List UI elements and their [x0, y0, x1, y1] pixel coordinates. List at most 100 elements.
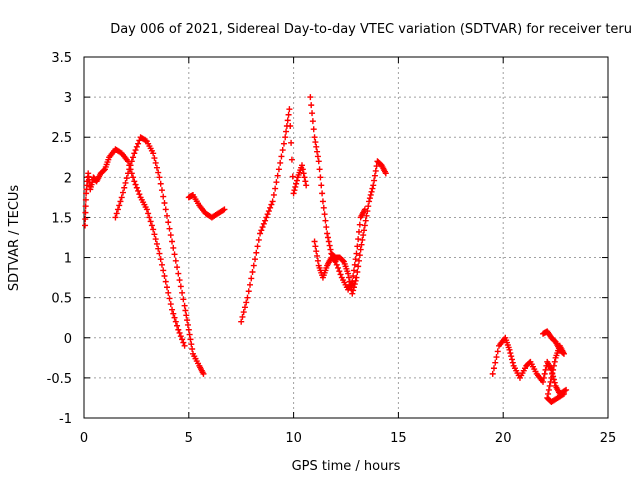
data-point	[114, 206, 121, 213]
data-point	[368, 188, 375, 195]
y-tick-label: 1	[64, 252, 72, 267]
data-point	[541, 370, 548, 377]
data-point	[382, 170, 389, 177]
data-point	[272, 185, 279, 192]
data-point	[187, 336, 194, 343]
data-point	[185, 326, 192, 333]
data-point	[174, 322, 181, 329]
data-point	[292, 183, 299, 190]
data-point	[264, 211, 271, 218]
data-point	[238, 318, 245, 325]
data-point	[290, 190, 297, 197]
data-point	[152, 159, 159, 166]
data-point	[270, 191, 277, 198]
data-point	[311, 134, 318, 141]
data-point	[332, 258, 339, 265]
data-point	[367, 191, 374, 198]
data-point	[356, 221, 363, 228]
data-point	[125, 170, 132, 177]
data-point	[352, 256, 359, 263]
data-point	[161, 200, 168, 207]
x-tick-label: 10	[285, 431, 302, 446]
y-tick-label: -0.5	[47, 372, 72, 387]
data-point	[318, 182, 325, 189]
data-point	[282, 134, 289, 141]
data-point	[158, 261, 165, 268]
data-point	[176, 277, 183, 284]
data-point	[349, 278, 356, 285]
data-point	[314, 257, 321, 264]
data-point	[248, 275, 255, 282]
data-point	[82, 203, 89, 210]
data-point	[315, 158, 322, 165]
data-point	[128, 158, 135, 165]
y-tick-label: 0.5	[51, 292, 72, 307]
x-tick-label: 0	[80, 431, 88, 446]
data-point	[289, 173, 296, 180]
data-point	[550, 366, 557, 373]
data-point	[333, 261, 340, 268]
data-point	[170, 310, 177, 317]
data-point	[162, 206, 169, 213]
data-point	[373, 163, 380, 170]
y-tick-label: 3.5	[51, 51, 72, 66]
data-point	[181, 342, 188, 349]
data-point	[119, 189, 126, 196]
data-point	[355, 236, 362, 243]
data-point	[167, 301, 174, 308]
data-point	[337, 271, 344, 278]
data-point	[313, 143, 320, 150]
data-point	[355, 228, 362, 235]
data-point	[155, 169, 162, 176]
data-point	[361, 227, 368, 234]
data-point	[116, 202, 123, 209]
data-point	[150, 150, 157, 157]
data-point	[82, 216, 89, 223]
data-point	[126, 166, 133, 173]
data-point	[561, 387, 568, 394]
data-point	[123, 175, 130, 182]
data-point	[188, 341, 195, 348]
data-point	[164, 212, 171, 219]
data-point	[325, 238, 332, 245]
data-point	[350, 267, 357, 274]
data-point	[133, 184, 140, 191]
data-point	[127, 162, 134, 169]
data-point	[312, 243, 319, 250]
data-point	[267, 204, 274, 211]
data-point	[293, 180, 300, 187]
plot-frame	[83, 56, 609, 419]
data-point	[300, 170, 307, 177]
data-point	[145, 210, 152, 217]
data-point	[269, 198, 276, 205]
data-point	[340, 257, 347, 264]
data-point	[172, 257, 179, 264]
data-point	[179, 336, 186, 343]
data-points	[82, 94, 570, 405]
data-point	[130, 154, 137, 161]
data-point	[175, 270, 182, 277]
x-tick-label: 15	[390, 431, 407, 446]
data-point	[200, 370, 207, 377]
data-point	[171, 314, 178, 321]
data-point	[253, 249, 260, 256]
data-point	[189, 346, 196, 353]
data-point	[322, 217, 329, 224]
data-point	[285, 111, 292, 118]
data-point	[247, 281, 254, 288]
data-point	[324, 230, 331, 237]
data-point	[355, 263, 362, 270]
data-point	[176, 329, 183, 336]
data-point	[179, 289, 186, 296]
data-point	[369, 185, 376, 192]
data-point	[288, 139, 295, 146]
data-point	[303, 182, 310, 189]
data-point	[262, 217, 269, 224]
data-point	[335, 264, 342, 271]
y-tick-label: 2.5	[51, 131, 72, 146]
data-point	[132, 181, 139, 188]
data-point	[370, 182, 377, 189]
data-point	[153, 240, 160, 247]
